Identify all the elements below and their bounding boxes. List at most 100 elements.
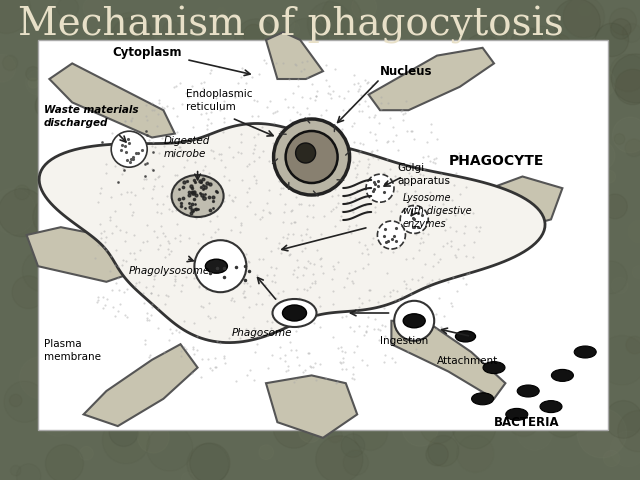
Circle shape (287, 23, 300, 36)
Circle shape (366, 174, 394, 202)
Circle shape (347, 113, 392, 157)
Circle shape (577, 408, 627, 458)
Circle shape (342, 253, 384, 295)
Circle shape (352, 279, 399, 327)
Circle shape (64, 117, 100, 153)
Ellipse shape (205, 259, 227, 273)
Polygon shape (39, 123, 545, 343)
Circle shape (539, 55, 556, 72)
Polygon shape (437, 177, 563, 235)
Circle shape (377, 221, 389, 234)
Circle shape (556, 400, 585, 429)
Circle shape (67, 210, 89, 232)
Circle shape (548, 235, 586, 273)
Circle shape (585, 141, 615, 171)
Circle shape (111, 131, 147, 167)
Circle shape (612, 277, 628, 294)
Text: Endoplasmic
reticulum: Endoplasmic reticulum (186, 89, 253, 112)
Text: Waste materials
discharged: Waste materials discharged (44, 106, 138, 128)
Circle shape (47, 166, 97, 215)
Text: PHAGOCYTE: PHAGOCYTE (449, 154, 544, 168)
Circle shape (626, 336, 640, 354)
Circle shape (284, 283, 327, 326)
Circle shape (442, 73, 488, 120)
Circle shape (180, 57, 228, 105)
Circle shape (523, 381, 559, 418)
Circle shape (575, 136, 589, 150)
Ellipse shape (172, 175, 223, 217)
Circle shape (307, 2, 352, 46)
Circle shape (147, 425, 193, 471)
Text: Phagolysosome: Phagolysosome (129, 266, 211, 276)
Circle shape (183, 350, 193, 360)
Text: Attachment: Attachment (437, 356, 499, 366)
Circle shape (542, 397, 570, 425)
Circle shape (419, 135, 442, 159)
Circle shape (193, 68, 224, 98)
Circle shape (102, 417, 150, 464)
Circle shape (385, 350, 428, 393)
Circle shape (0, 0, 31, 34)
Circle shape (554, 0, 600, 46)
Circle shape (131, 243, 168, 280)
Circle shape (351, 0, 376, 19)
Circle shape (386, 134, 413, 162)
Circle shape (227, 198, 272, 244)
Circle shape (115, 282, 131, 299)
Circle shape (538, 200, 566, 229)
Circle shape (468, 316, 515, 363)
Circle shape (79, 446, 93, 460)
Circle shape (280, 17, 295, 32)
Circle shape (109, 417, 138, 446)
Circle shape (166, 339, 181, 354)
Circle shape (507, 403, 540, 436)
Circle shape (284, 18, 328, 63)
Circle shape (525, 26, 558, 59)
Ellipse shape (552, 370, 573, 382)
Circle shape (435, 57, 481, 104)
Circle shape (135, 394, 166, 425)
Circle shape (316, 297, 330, 311)
Circle shape (513, 50, 526, 63)
Circle shape (45, 444, 83, 480)
Ellipse shape (282, 305, 307, 321)
Circle shape (429, 100, 459, 131)
Circle shape (325, 167, 368, 210)
Text: Ingestion: Ingestion (380, 336, 428, 346)
Circle shape (597, 336, 640, 385)
Circle shape (307, 123, 334, 150)
Ellipse shape (540, 401, 562, 413)
Circle shape (195, 240, 246, 292)
Circle shape (321, 195, 335, 209)
Circle shape (445, 365, 470, 391)
Circle shape (118, 244, 132, 258)
Circle shape (296, 143, 316, 163)
Circle shape (412, 45, 424, 58)
Circle shape (0, 188, 36, 234)
Circle shape (33, 196, 75, 238)
Circle shape (611, 19, 631, 39)
Circle shape (223, 58, 266, 100)
Circle shape (410, 155, 450, 194)
Circle shape (262, 86, 300, 123)
Circle shape (512, 266, 545, 299)
Circle shape (614, 133, 625, 144)
Circle shape (550, 258, 582, 290)
Circle shape (84, 285, 106, 308)
Circle shape (156, 229, 204, 278)
Circle shape (516, 414, 552, 450)
Circle shape (299, 133, 341, 175)
Circle shape (477, 237, 499, 257)
Polygon shape (49, 63, 175, 137)
Circle shape (394, 301, 434, 341)
Circle shape (426, 159, 475, 208)
Circle shape (129, 348, 161, 379)
Circle shape (233, 83, 273, 123)
Circle shape (26, 70, 51, 95)
Circle shape (505, 322, 516, 334)
Circle shape (116, 62, 160, 107)
Circle shape (573, 230, 591, 248)
Circle shape (457, 290, 481, 314)
Circle shape (428, 435, 459, 467)
Circle shape (457, 325, 476, 344)
